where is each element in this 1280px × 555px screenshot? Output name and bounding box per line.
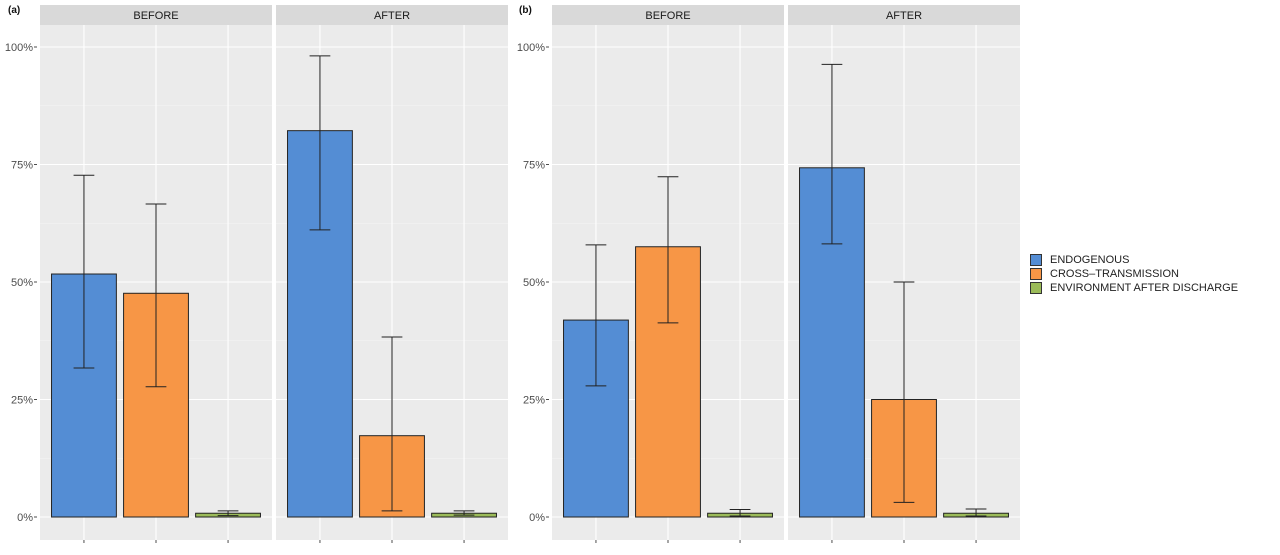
panel-1-ytick-label: 50% [523, 277, 545, 289]
panel-0-ytick-label: 50% [11, 277, 33, 289]
legend-key-environment-after-discharge [1030, 282, 1042, 294]
panel-1-label: (b) [519, 5, 532, 16]
panel-1-facet-before-strip-label: BEFORE [645, 10, 690, 22]
panel-1-facet-after-strip [788, 5, 1020, 25]
panel-1-ytick-label: 100% [517, 42, 545, 54]
panel-1-ytick-label: 0% [529, 512, 545, 524]
panel-1-facet-after-strip-label: AFTER [886, 10, 922, 22]
panel-0-facet-before-strip [40, 5, 272, 25]
panel-0-facet-before-strip-label: BEFORE [133, 10, 178, 22]
panel-1-ytick-label: 75% [523, 160, 545, 172]
panel-0-label: (a) [8, 5, 20, 16]
legend-label-cross-transmission: CROSS–TRANSMISSION [1050, 268, 1179, 280]
panel-0-ytick-label: 100% [5, 42, 33, 54]
legend-label-endogenous: ENDOGENOUS [1050, 254, 1130, 266]
panel-1-ytick-label: 25% [523, 395, 545, 407]
panel-1-facet-before-strip [552, 5, 784, 25]
panel-0-facet-after-strip [276, 5, 508, 25]
panel-0-ytick-label: 0% [17, 512, 33, 524]
legend-key-cross-transmission [1030, 268, 1042, 280]
legend-key-endogenous [1030, 254, 1042, 266]
panel-0-ytick-label: 75% [11, 160, 33, 172]
legend-label-environment-after-discharge: ENVIRONMENT AFTER DISCHARGE [1050, 282, 1239, 294]
panel-0-facet-after-strip-label: AFTER [374, 10, 410, 22]
panel-0-ytick-label: 25% [11, 395, 33, 407]
